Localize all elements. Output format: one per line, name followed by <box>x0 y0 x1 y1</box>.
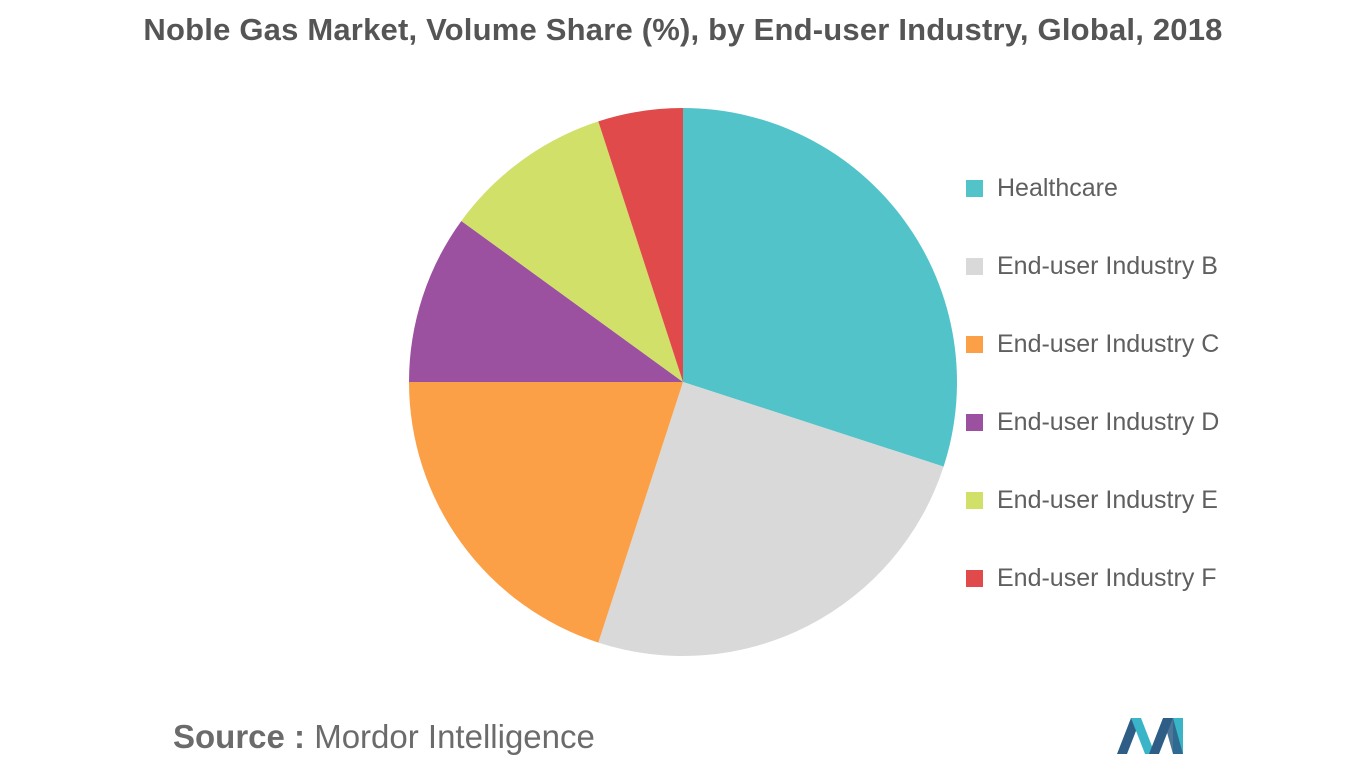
legend-label: Healthcare <box>997 173 1118 202</box>
legend-swatch <box>966 569 983 587</box>
pie-slice-end-user-industry-d <box>409 220 683 382</box>
source-label: Source : <box>173 718 306 755</box>
legend-label: End-user Industry B <box>997 251 1218 280</box>
pie-slice-end-user-industry-c <box>409 382 683 643</box>
pie-slice-healthcare <box>683 108 958 467</box>
pie-slice-end-user-industry-b <box>598 382 944 657</box>
source-note: Source : Mordor Intelligence <box>173 718 595 756</box>
legend-item-industry-d: End-user Industry D <box>966 402 1219 442</box>
legend-label: End-user Industry C <box>997 329 1220 358</box>
legend-swatch <box>966 257 983 275</box>
legend-label: End-user Industry F <box>997 563 1217 592</box>
legend-item-industry-e: End-user Industry E <box>966 480 1219 520</box>
pie-slice-end-user-industry-e <box>461 121 683 382</box>
legend-item-industry-b: End-user Industry B <box>966 246 1219 286</box>
pie-slice-end-user-industry-f <box>598 108 683 382</box>
chart-legend: Healthcare End-user Industry B End-user … <box>966 168 1219 636</box>
legend-label: End-user Industry D <box>997 407 1220 436</box>
legend-item-industry-c: End-user Industry C <box>966 324 1219 364</box>
legend-swatch <box>966 179 983 197</box>
legend-swatch <box>966 335 983 353</box>
legend-swatch <box>966 413 983 431</box>
source-text: Mordor Intelligence <box>314 718 595 755</box>
mordor-intelligence-logo-icon <box>1117 718 1183 754</box>
legend-item-healthcare: Healthcare <box>966 168 1219 208</box>
legend-label: End-user Industry E <box>997 485 1218 514</box>
legend-swatch <box>966 491 983 509</box>
legend-item-industry-f: End-user Industry F <box>966 558 1219 598</box>
chart-title: Noble Gas Market, Volume Share (%), by E… <box>143 12 1223 47</box>
